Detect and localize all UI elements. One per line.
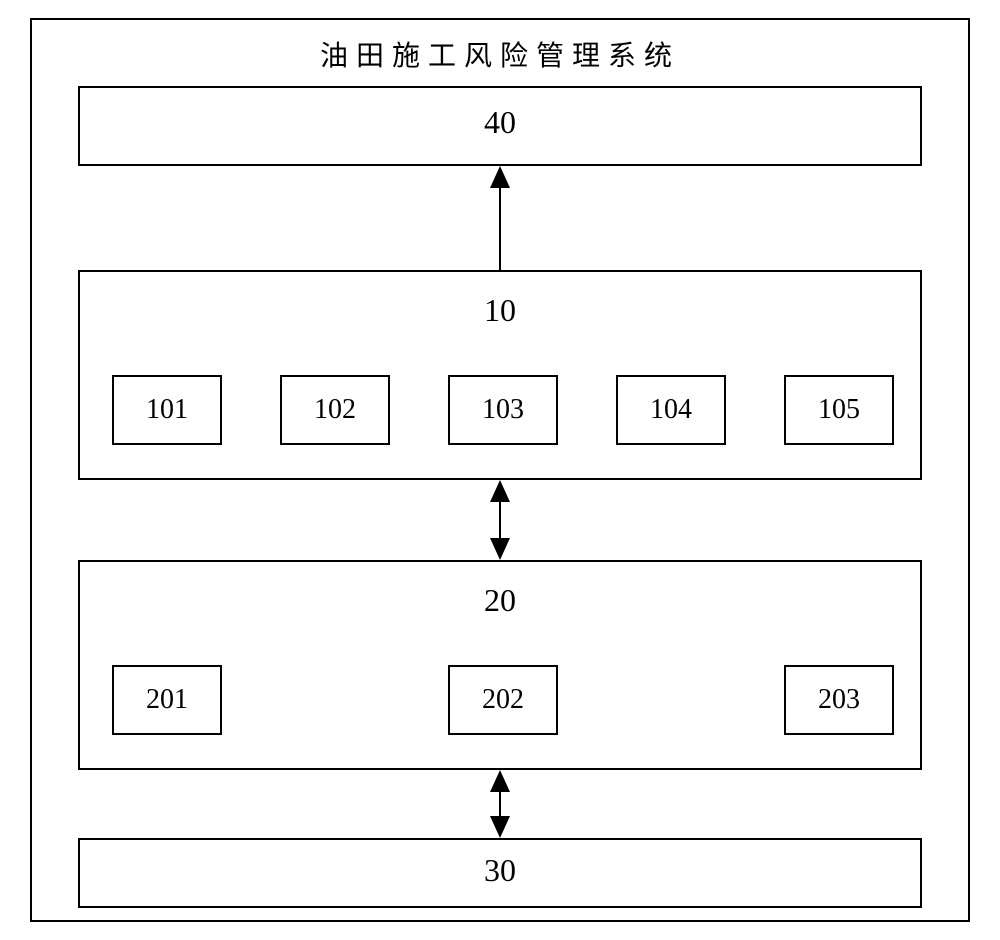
arrow-2 (0, 0, 1000, 940)
